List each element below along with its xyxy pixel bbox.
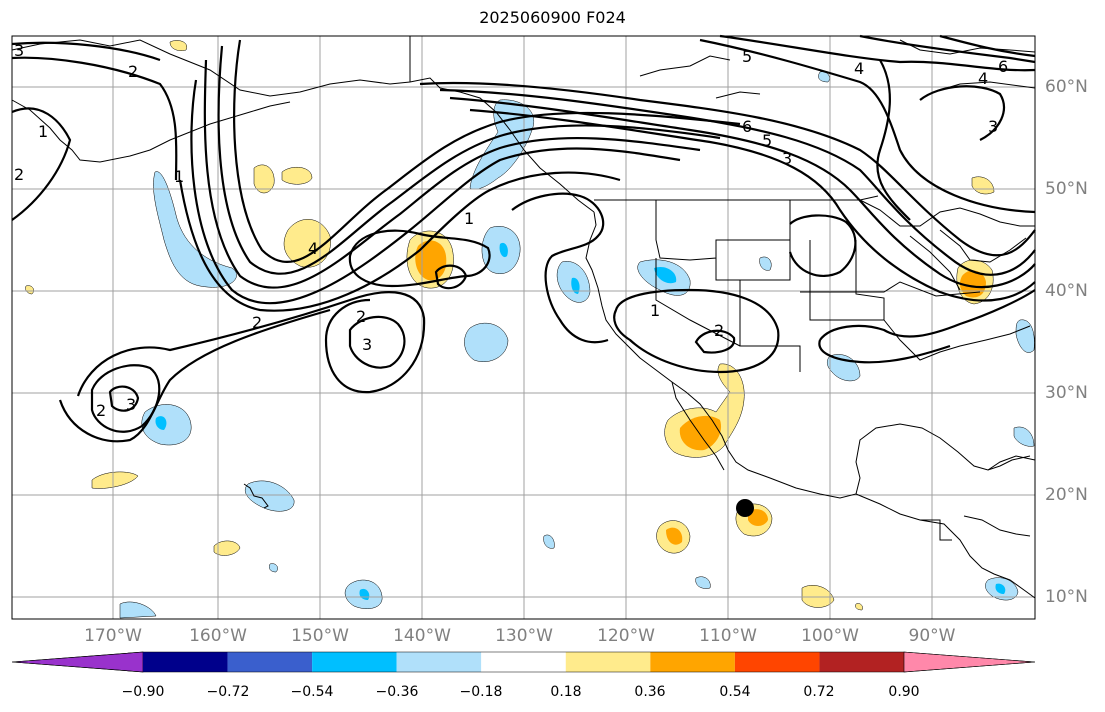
colorbar-tick-label: 0.72 — [803, 684, 835, 700]
contour-label: 2 — [252, 313, 262, 332]
contour-label: 1 — [174, 167, 184, 186]
lat-label: 50°N — [1045, 179, 1088, 199]
colorbar-tick-label: −0.18 — [459, 684, 503, 700]
contour-low-1 — [90, 364, 161, 433]
yellow-region-pacific-1 — [283, 219, 331, 268]
colorbar-segment — [565, 652, 651, 672]
colorbar — [11, 651, 1036, 673]
colorbar-segment — [819, 652, 904, 672]
lat-label: 10°N — [1045, 587, 1088, 607]
colorbar-segment — [396, 652, 482, 672]
blue-region-florida — [1013, 426, 1035, 447]
colorbar-extend-high — [903, 651, 1036, 673]
contour-label: 2 — [96, 401, 106, 420]
contour-label: 1 — [38, 122, 48, 141]
blue-region-aleutian — [153, 171, 237, 288]
contour-label: 6 — [998, 57, 1008, 76]
contour-label: 3 — [14, 41, 24, 60]
lon-label: 110°W — [699, 626, 757, 646]
contour-loop-2 — [76, 291, 426, 397]
contour-label-group: 3 2 1 2 1 4 2 3 2 2 3 1 2 1 5 4 4 6 6 5 … — [14, 41, 1008, 420]
colorbar-segment — [481, 652, 566, 672]
contour-pac-1 — [348, 229, 491, 288]
alaska-coast — [11, 39, 595, 213]
colorbar-tick-label: 0.54 — [719, 684, 751, 700]
contour-label: 3 — [782, 149, 792, 168]
lon-label: 140°W — [393, 626, 451, 646]
contours — [11, 34, 1036, 443]
contour-label: 1 — [464, 209, 474, 228]
lat-label: 20°N — [1045, 485, 1088, 505]
storm-center-marker — [736, 499, 754, 517]
contour-label: 4 — [854, 59, 864, 78]
blue-region-alaska-panhandle — [469, 99, 534, 190]
blue-region-pacific-1 — [464, 322, 509, 362]
lon-label: 170°W — [84, 626, 142, 646]
colorbar-tick-label: −0.90 — [121, 684, 165, 700]
map-area: 3 2 1 2 1 4 2 3 2 2 3 1 2 1 5 4 4 6 6 5 … — [11, 34, 1036, 620]
map-border — [11, 35, 1036, 620]
colorbar-segment — [227, 652, 313, 672]
lon-label: 100°W — [801, 626, 859, 646]
lon-label: 120°W — [597, 626, 655, 646]
contour-label: 4 — [308, 239, 318, 258]
contour-label: 3 — [362, 335, 372, 354]
contour-label: 6 — [742, 117, 752, 136]
colorbar-tick-label: 0.36 — [634, 684, 666, 700]
contour-label: 2 — [14, 165, 24, 184]
contour-pacific-jet-3 — [203, 59, 701, 289]
contour-label: 2 — [714, 321, 724, 340]
contour-label: 1 — [650, 301, 660, 320]
colorbar-segment — [650, 652, 735, 672]
contour-loop-3 — [348, 315, 406, 369]
lat-label: 30°N — [1045, 383, 1088, 403]
blue-region-hawaii — [244, 480, 295, 512]
lon-label: 160°W — [189, 626, 247, 646]
coastlines — [11, 36, 1036, 599]
colorbar-tick-label: 0.18 — [550, 684, 582, 700]
colorbar-segment — [734, 652, 820, 672]
colorbar-tick-label: −0.36 — [375, 684, 419, 700]
lat-label: 60°N — [1045, 77, 1088, 97]
map-title: 2025060900 F024 — [479, 8, 626, 27]
lon-label: 130°W — [495, 626, 553, 646]
contour-label: 5 — [742, 47, 752, 66]
contour-sw-us — [613, 288, 780, 374]
colorbar-segment — [312, 652, 397, 672]
colorbar-tick-label: −0.54 — [290, 684, 334, 700]
colorbar-tick-label: 0.90 — [888, 684, 920, 700]
contour-label: 3 — [126, 395, 136, 414]
contour-label: 3 — [988, 117, 998, 136]
colorbar-extend-low — [11, 651, 144, 673]
contour-pacific-jet-1 — [178, 171, 621, 312]
lon-label: 150°W — [291, 626, 349, 646]
blue-region-east — [1015, 319, 1035, 353]
blue-region-colorado — [759, 256, 772, 271]
contour-label: 2 — [356, 307, 366, 326]
contour-jet-north — [419, 81, 1036, 257]
lon-label: 90°W — [908, 626, 956, 646]
colorbar-outline — [11, 651, 1036, 673]
lat-label: 40°N — [1045, 281, 1088, 301]
colorbar-segment — [143, 652, 228, 672]
colorbar-tick-label: −0.72 — [206, 684, 250, 700]
contour-label: 2 — [128, 62, 138, 81]
contour-label: 5 — [762, 131, 772, 150]
orange-region-baja — [679, 415, 722, 451]
contour-pacific-jet-4 — [217, 45, 721, 275]
contour-label: 4 — [978, 69, 988, 88]
contour-pacific-jet-2 — [190, 79, 681, 305]
